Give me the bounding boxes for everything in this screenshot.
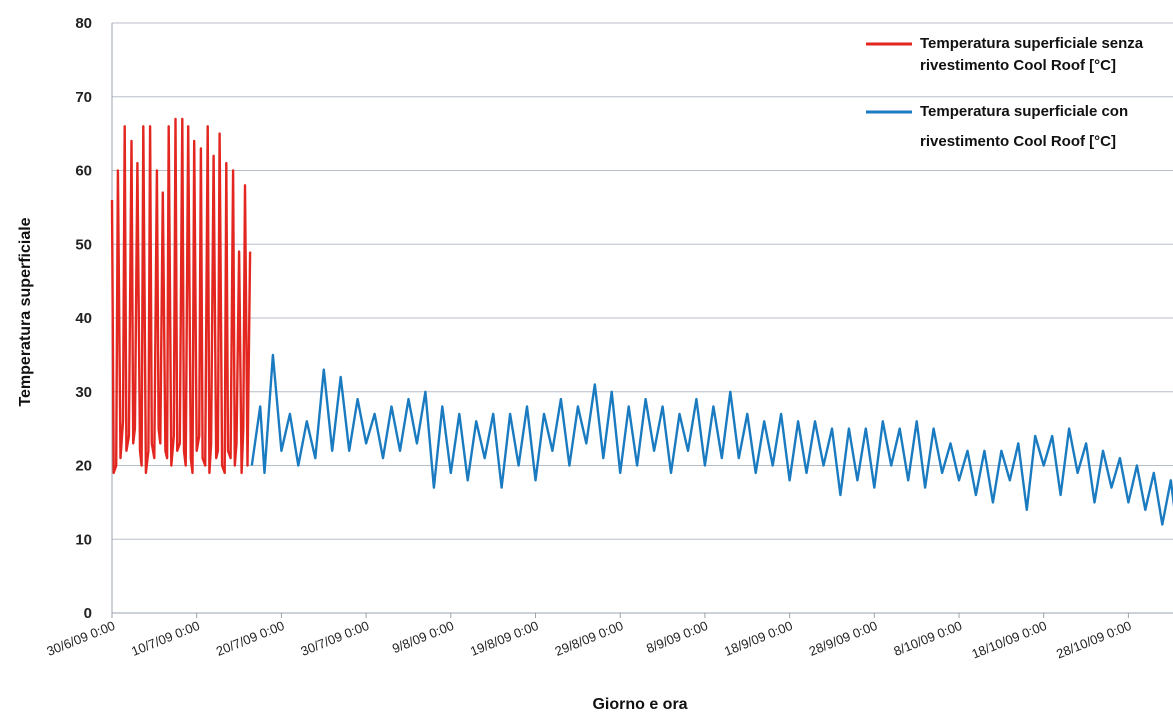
- x-tick-label: 18/10/09 0:00: [969, 618, 1048, 662]
- legend-label: Temperatura superficiale con rivestimento…: [920, 103, 1128, 150]
- x-tick-label: 30/6/09 0:00: [44, 618, 117, 659]
- y-tick-label: 60: [75, 163, 92, 180]
- y-tick-label: 80: [75, 15, 92, 32]
- x-tick-label: 19/8/09 0:00: [468, 618, 541, 659]
- y-tick-label: 10: [75, 531, 92, 548]
- y-tick-label: 0: [84, 605, 92, 622]
- x-tick-label: 20/7/09 0:00: [214, 618, 287, 659]
- legend-label: Temperatura superficiale senza rivestimen…: [920, 35, 1144, 74]
- y-tick-label: 20: [75, 458, 92, 475]
- series-lines: [110, 117, 1173, 526]
- legend-label-line: Temperatura superficiale senza: [920, 35, 1144, 52]
- x-tick-label: 30/7/09 0:00: [299, 618, 372, 659]
- legend-label-line: rivestimento Cool Roof [°C]: [920, 57, 1116, 74]
- x-tick-label: 18/9/09 0:00: [722, 618, 795, 659]
- x-tick-labels: 30/6/09 0:00 10/7/09 0:00 20/7/09 0:00 30/7…: [44, 613, 1134, 662]
- gridlines: [111, 22, 1173, 614]
- x-axis-title: Giorno e ora: [592, 696, 687, 713]
- legend: Temperatura superficiale senza rivestimen…: [866, 35, 1144, 150]
- legend-label-line: rivestimento Cool Roof [°C]: [920, 133, 1116, 150]
- y-tick-label: 50: [75, 236, 92, 253]
- y-tick-label: 30: [75, 384, 92, 401]
- series-line-con-cool-roof: [250, 353, 1173, 526]
- x-tick-label: 10/7/09 0:00: [129, 618, 202, 659]
- y-tick-label: 40: [75, 310, 92, 327]
- y-axis-title: Temperatura superficiale: [17, 217, 34, 406]
- x-tick-label: 9/8/09 0:00: [390, 618, 456, 656]
- x-tick-label: 8/9/09 0:00: [644, 618, 710, 656]
- y-tick-labels: 0 10 20 30 40 50 60 70 80: [75, 15, 92, 622]
- x-tick-label: 8/10/09 0:00: [891, 618, 964, 659]
- x-tick-label: 28/9/09 0:00: [807, 618, 880, 659]
- series-line-senza-cool-roof: [110, 117, 252, 475]
- y-tick-label: 70: [75, 89, 92, 106]
- x-tick-label: 29/8/09 0:00: [553, 618, 626, 659]
- x-tick-label: 28/10/09 0:00: [1054, 618, 1133, 662]
- legend-label-line: Temperatura superficiale con: [920, 103, 1128, 120]
